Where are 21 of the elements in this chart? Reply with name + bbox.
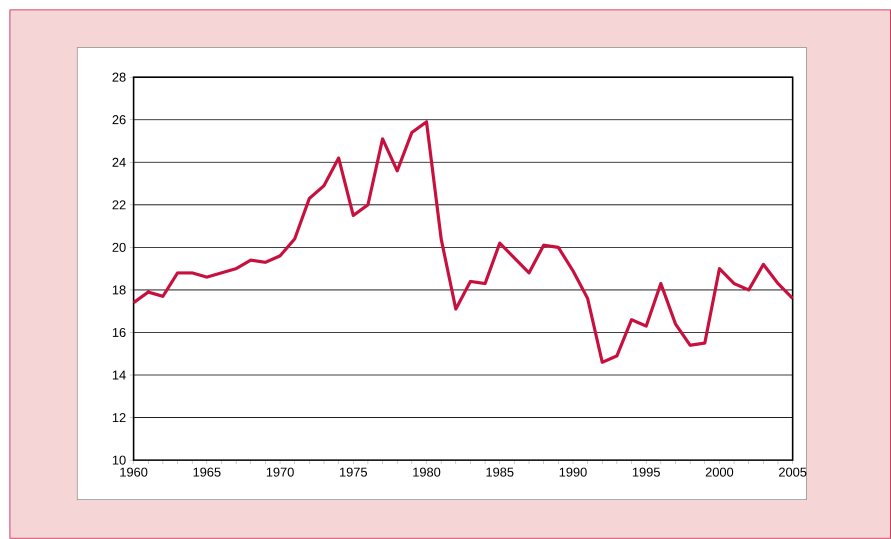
x-tick-label: 1970 bbox=[266, 468, 294, 477]
x-tick-label: 1995 bbox=[632, 468, 660, 477]
y-tick-label: 20 bbox=[112, 242, 126, 252]
y-tick-label: 24 bbox=[112, 158, 126, 167]
y-tick-label: 26 bbox=[112, 115, 126, 124]
y-tick-label: 22 bbox=[112, 200, 126, 210]
y-tick-label: 12 bbox=[112, 413, 126, 422]
y-tick-label: 16 bbox=[112, 328, 126, 338]
x-tick-label: 1990 bbox=[560, 468, 587, 477]
y-tick-label: 18 bbox=[112, 286, 126, 295]
x-tick-label: 1975 bbox=[340, 468, 367, 477]
x-tick-label: 1985 bbox=[486, 468, 514, 477]
x-tick-label: 2005 bbox=[779, 468, 806, 477]
y-tick-label: 28 bbox=[112, 72, 126, 82]
y-tick-label: 10 bbox=[112, 456, 126, 465]
x-tick-label: 2000 bbox=[706, 468, 734, 477]
x-tick-label: 1965 bbox=[194, 468, 221, 477]
y-tick-label: 14 bbox=[112, 370, 126, 380]
x-tick-label: 1960 bbox=[120, 468, 148, 477]
line-series bbox=[132, 120, 794, 364]
x-tick-label: 1980 bbox=[413, 468, 440, 477]
